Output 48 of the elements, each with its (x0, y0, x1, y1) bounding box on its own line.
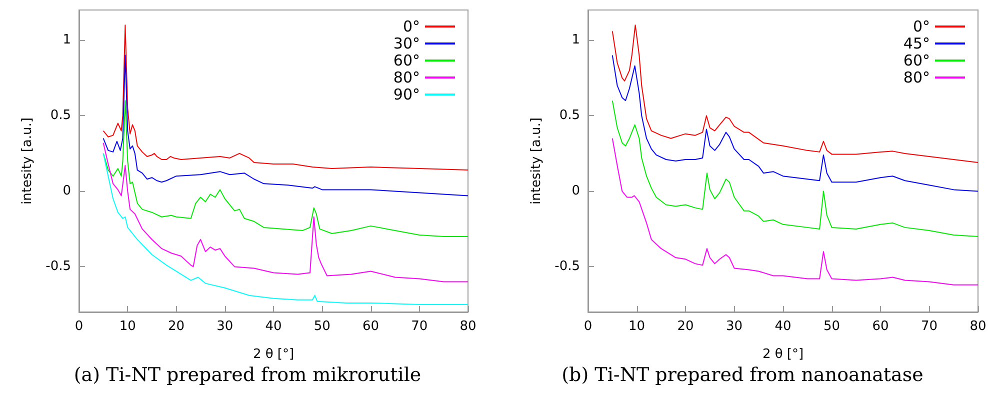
x-tick-label: 0 (584, 319, 592, 334)
y-tick-label: 0.5 (559, 108, 580, 124)
x-tick-label: 20 (168, 319, 185, 334)
x-tick-label: 30 (726, 319, 743, 334)
x-tick-label: 40 (774, 319, 792, 334)
y-tick-label: 0.5 (50, 108, 71, 124)
x-tick-label: 50 (823, 319, 840, 334)
text: (b) Ti-NT prepared from nanoanatase (560, 364, 924, 386)
y-tick-label: 0 (62, 184, 71, 199)
line-series (612, 138, 978, 286)
y-axis-title: intesity [a.u.] (529, 118, 544, 204)
y-tick-label: 1 (572, 32, 580, 48)
x-axis-title: 2 θ [°] (252, 347, 294, 362)
x-tick-label: 60 (362, 319, 380, 334)
y-tick-label: 0 (572, 184, 580, 199)
line-series (102, 54, 468, 196)
text: (a) Ti-NT prepared from mikrorutile (72, 364, 422, 386)
legend-label: 45° (903, 34, 930, 52)
legend-label: 60° (903, 52, 930, 70)
line-series (102, 142, 468, 282)
x-tick-label: 70 (411, 319, 428, 334)
x-tick-label: 20 (677, 319, 694, 334)
y-tick-label: -0.5 (554, 259, 580, 274)
legend-label: 60° (393, 52, 420, 70)
x-tick-label: 80 (460, 319, 476, 334)
x-tick-label: 60 (872, 319, 889, 334)
x-tick-label: 10 (119, 319, 136, 334)
y-tick-label: 1 (62, 32, 71, 48)
legend-label: 80° (903, 68, 930, 86)
x-tick-label: 70 (920, 319, 938, 334)
legend-label: 0° (912, 18, 930, 36)
x-axis-title: 2 θ [°] (762, 347, 804, 362)
x-tick-label: 30 (216, 319, 234, 334)
line-series (612, 100, 978, 237)
y-axis-title: intesity [a.u.] (20, 118, 35, 204)
x-tick-label: 10 (628, 319, 646, 334)
legend-label: 30° (393, 34, 420, 52)
legend-label: 80° (393, 68, 420, 86)
x-tick-label: 0 (74, 319, 84, 334)
x-tick-label: 40 (265, 319, 282, 334)
line-series (612, 54, 978, 192)
legend-label: 0° (402, 18, 420, 36)
line-series (102, 100, 468, 237)
y-tick-label: -0.5 (46, 259, 71, 274)
x-tick-label: 50 (314, 319, 330, 334)
x-tick-label: 80 (970, 319, 986, 334)
legend-label: 90° (393, 86, 420, 104)
line-series (102, 152, 468, 305)
